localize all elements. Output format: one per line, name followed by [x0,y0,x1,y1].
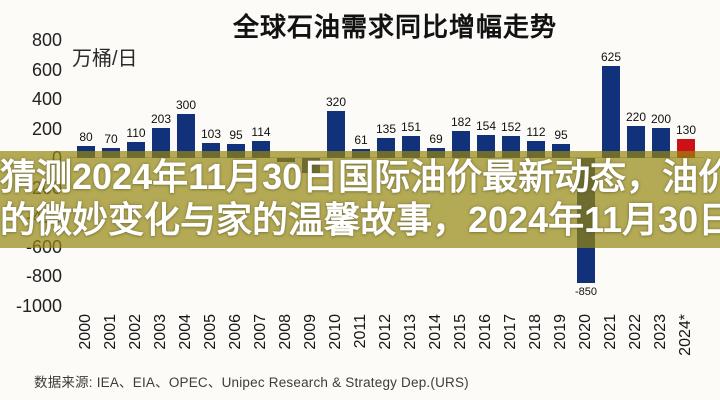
y-tick-label: 600 [31,60,62,80]
bar-2004 [177,114,195,158]
bar-value-label: 114 [251,125,271,139]
bar-value-label: 130 [675,123,697,137]
headline-overlay-text: 猜测2024年11月30日国际油价最新动态，油价 的微妙变化与家的温馨故事，20… [0,155,720,241]
bar-value-label: 80 [79,130,93,144]
bar-value-label: 69 [429,132,443,146]
x-axis-year-label: 2016 [477,314,494,350]
headline-overlay-band [0,151,720,248]
bar-value-label: 61 [354,133,368,147]
y-tick-label: -800 [25,266,62,286]
x-axis-year-label: 2017 [502,314,519,350]
x-axis-year-label: 2024* [677,314,694,356]
headline-line-1: 猜测2024年11月30日国际油价最新动态，油价 [0,156,720,197]
bar-value-label: 103 [200,127,222,141]
x-axis-year-label: 2020 [577,314,594,350]
headline-line-2: 的微妙变化与家的温馨故事，2024年11月30日 [0,199,720,240]
bar-value-label: 70 [104,132,118,146]
x-axis-year-label: 2022 [627,314,644,350]
bar-value-label: 220 [625,110,647,124]
x-axis-year-label: 2023 [652,314,669,350]
bar-2023 [652,128,670,158]
bar-value-label: 300 [175,98,197,112]
x-axis-year-label: 2021 [602,314,619,350]
y-tick-label: 200 [31,119,62,139]
bar-value-label: 112 [526,125,546,139]
bar-value-label: 182 [450,115,472,129]
bar-value-label: 203 [150,112,172,126]
bar-2003 [152,128,170,158]
data-source-note: 数据来源: IEA、EIA、OPEC、Unipec Research & Str… [34,375,469,390]
y-axis-unit-label: 万桶/日 [72,48,138,70]
bar-value-label: -850 [574,286,598,298]
y-tick-label: 800 [31,30,62,50]
bar-value-label: 154 [475,119,497,133]
bar-value-label: 320 [325,95,347,109]
bar-value-label: 135 [375,122,397,136]
bar-value-label: 152 [500,120,522,134]
y-tick-label: 400 [31,89,62,109]
x-axis-year-label: 2018 [527,314,544,350]
bar-2010 [327,111,345,158]
bar-value-label: 110 [126,126,146,140]
chart-title: 全球石油需求同比增幅走势 [232,12,557,42]
x-axis-year-label: 2019 [552,314,569,350]
bar-value-label: 95 [554,128,568,142]
bar-value-label: 200 [650,112,672,126]
bar-value-label: 625 [600,50,622,64]
bar-value-label: 151 [400,120,422,134]
bar-2021 [602,66,620,158]
bar-2022 [627,126,645,158]
bar-value-label: 95 [229,128,243,142]
y-tick-label: -1000 [15,296,62,316]
